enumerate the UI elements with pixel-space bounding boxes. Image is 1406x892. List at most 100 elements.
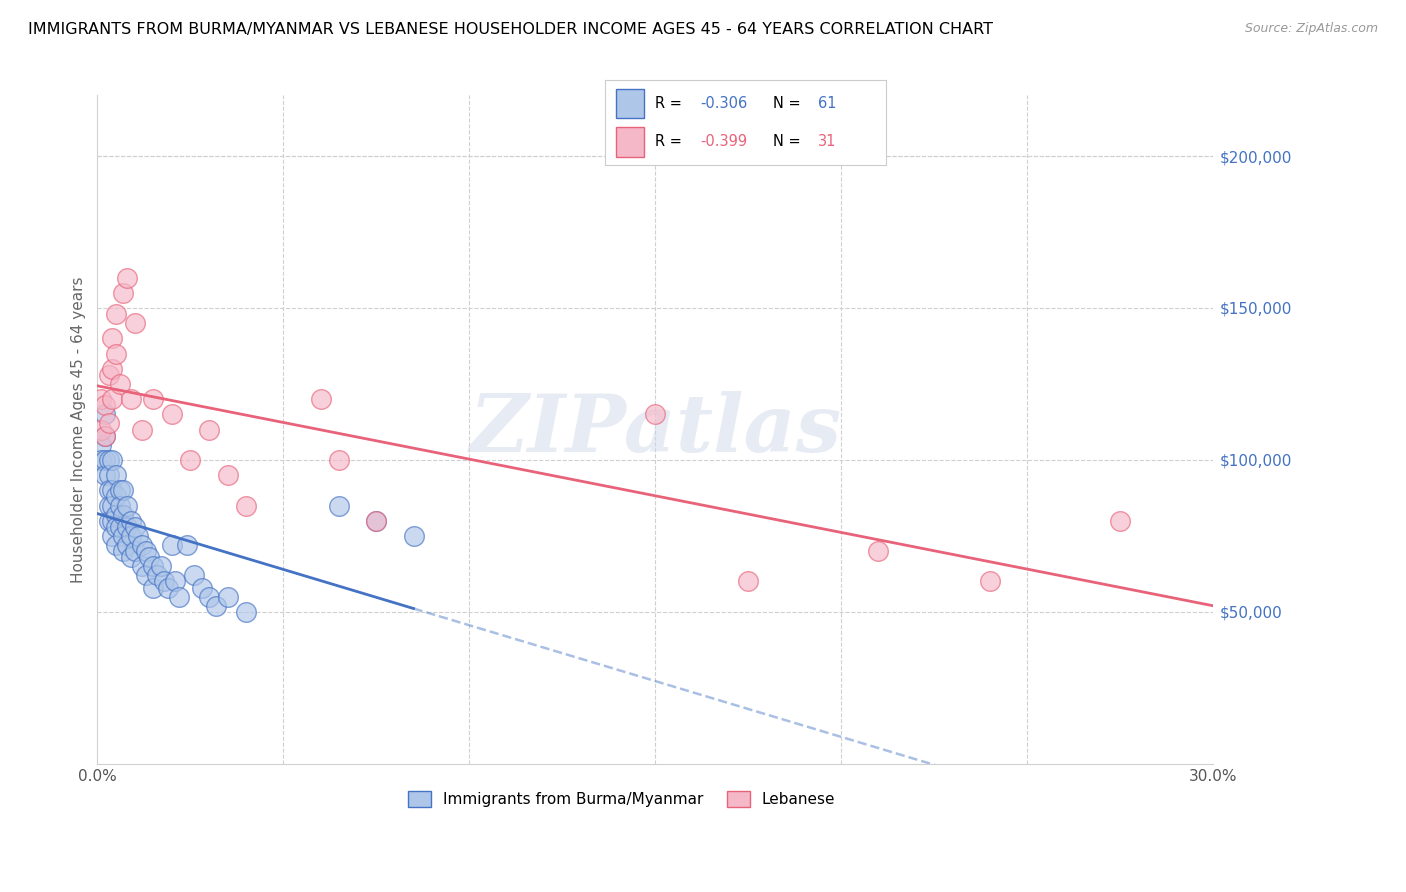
Point xyxy=(94,428,117,442)
Point xyxy=(120,550,142,565)
Point xyxy=(167,590,190,604)
Point xyxy=(124,544,146,558)
Text: R =: R = xyxy=(655,96,686,112)
Point xyxy=(127,529,149,543)
Point xyxy=(94,453,117,467)
Point xyxy=(309,392,332,406)
Text: Source: ZipAtlas.com: Source: ZipAtlas.com xyxy=(1244,22,1378,36)
Point xyxy=(108,376,131,391)
Text: 61: 61 xyxy=(818,96,837,112)
Point xyxy=(104,346,127,360)
Point xyxy=(101,331,124,345)
Point xyxy=(979,574,1001,589)
Bar xyxy=(616,127,644,157)
Point xyxy=(146,568,169,582)
Point xyxy=(131,559,153,574)
Text: -0.399: -0.399 xyxy=(700,134,748,149)
Point xyxy=(198,423,221,437)
Point xyxy=(149,559,172,574)
Point xyxy=(112,508,135,522)
Point xyxy=(104,468,127,483)
Point xyxy=(90,438,112,452)
Point xyxy=(104,520,127,534)
Legend: Immigrants from Burma/Myanmar, Lebanese: Immigrants from Burma/Myanmar, Lebanese xyxy=(402,785,841,813)
Point xyxy=(124,520,146,534)
Point xyxy=(104,307,127,321)
Point xyxy=(101,392,124,406)
Point xyxy=(160,408,183,422)
Point xyxy=(97,499,120,513)
Point xyxy=(157,581,180,595)
Point xyxy=(94,408,117,422)
Bar xyxy=(616,89,644,119)
Point xyxy=(402,529,425,543)
Point xyxy=(124,316,146,330)
Point xyxy=(217,468,239,483)
Point xyxy=(108,499,131,513)
Point xyxy=(120,529,142,543)
Point xyxy=(366,514,388,528)
Point xyxy=(97,483,120,498)
Text: R =: R = xyxy=(655,134,686,149)
Point xyxy=(235,605,257,619)
Point xyxy=(94,428,117,442)
Point xyxy=(868,544,890,558)
Point xyxy=(328,453,350,467)
Point xyxy=(1109,514,1132,528)
Point xyxy=(115,499,138,513)
Point xyxy=(160,538,183,552)
Point xyxy=(97,514,120,528)
Point xyxy=(183,568,205,582)
Point xyxy=(97,417,120,431)
Point xyxy=(104,490,127,504)
Point xyxy=(101,514,124,528)
Point xyxy=(94,468,117,483)
Point xyxy=(115,538,138,552)
Point xyxy=(366,514,388,528)
Point xyxy=(235,499,257,513)
Point xyxy=(112,285,135,300)
Point xyxy=(115,270,138,285)
Point xyxy=(104,508,127,522)
Point xyxy=(644,408,666,422)
Text: -0.306: -0.306 xyxy=(700,96,748,112)
Point xyxy=(101,453,124,467)
Point xyxy=(120,514,142,528)
Point xyxy=(101,483,124,498)
Point xyxy=(217,590,239,604)
Point xyxy=(112,544,135,558)
Point xyxy=(112,529,135,543)
Point xyxy=(90,392,112,406)
Point xyxy=(97,453,120,467)
Point xyxy=(101,499,124,513)
Point xyxy=(90,423,112,437)
Point xyxy=(165,574,187,589)
Text: ZIPatlas: ZIPatlas xyxy=(470,391,841,468)
Text: IMMIGRANTS FROM BURMA/MYANMAR VS LEBANESE HOUSEHOLDER INCOME AGES 45 - 64 YEARS : IMMIGRANTS FROM BURMA/MYANMAR VS LEBANES… xyxy=(28,22,993,37)
Point xyxy=(115,520,138,534)
Point xyxy=(138,550,160,565)
Point xyxy=(737,574,759,589)
Point xyxy=(153,574,176,589)
Point xyxy=(97,468,120,483)
Point xyxy=(108,483,131,498)
Point xyxy=(112,483,135,498)
Point xyxy=(120,392,142,406)
Point xyxy=(131,538,153,552)
Point xyxy=(205,599,228,613)
Y-axis label: Householder Income Ages 45 - 64 years: Householder Income Ages 45 - 64 years xyxy=(72,277,86,582)
Point xyxy=(101,361,124,376)
Text: 31: 31 xyxy=(818,134,837,149)
Point xyxy=(131,423,153,437)
Point xyxy=(179,453,201,467)
Point xyxy=(90,453,112,467)
Point xyxy=(176,538,198,552)
Point xyxy=(142,559,165,574)
Point xyxy=(328,499,350,513)
Point xyxy=(135,568,157,582)
Point xyxy=(101,529,124,543)
Point xyxy=(97,368,120,382)
Text: N =: N = xyxy=(773,134,806,149)
Point xyxy=(94,398,117,412)
Text: N =: N = xyxy=(773,96,806,112)
